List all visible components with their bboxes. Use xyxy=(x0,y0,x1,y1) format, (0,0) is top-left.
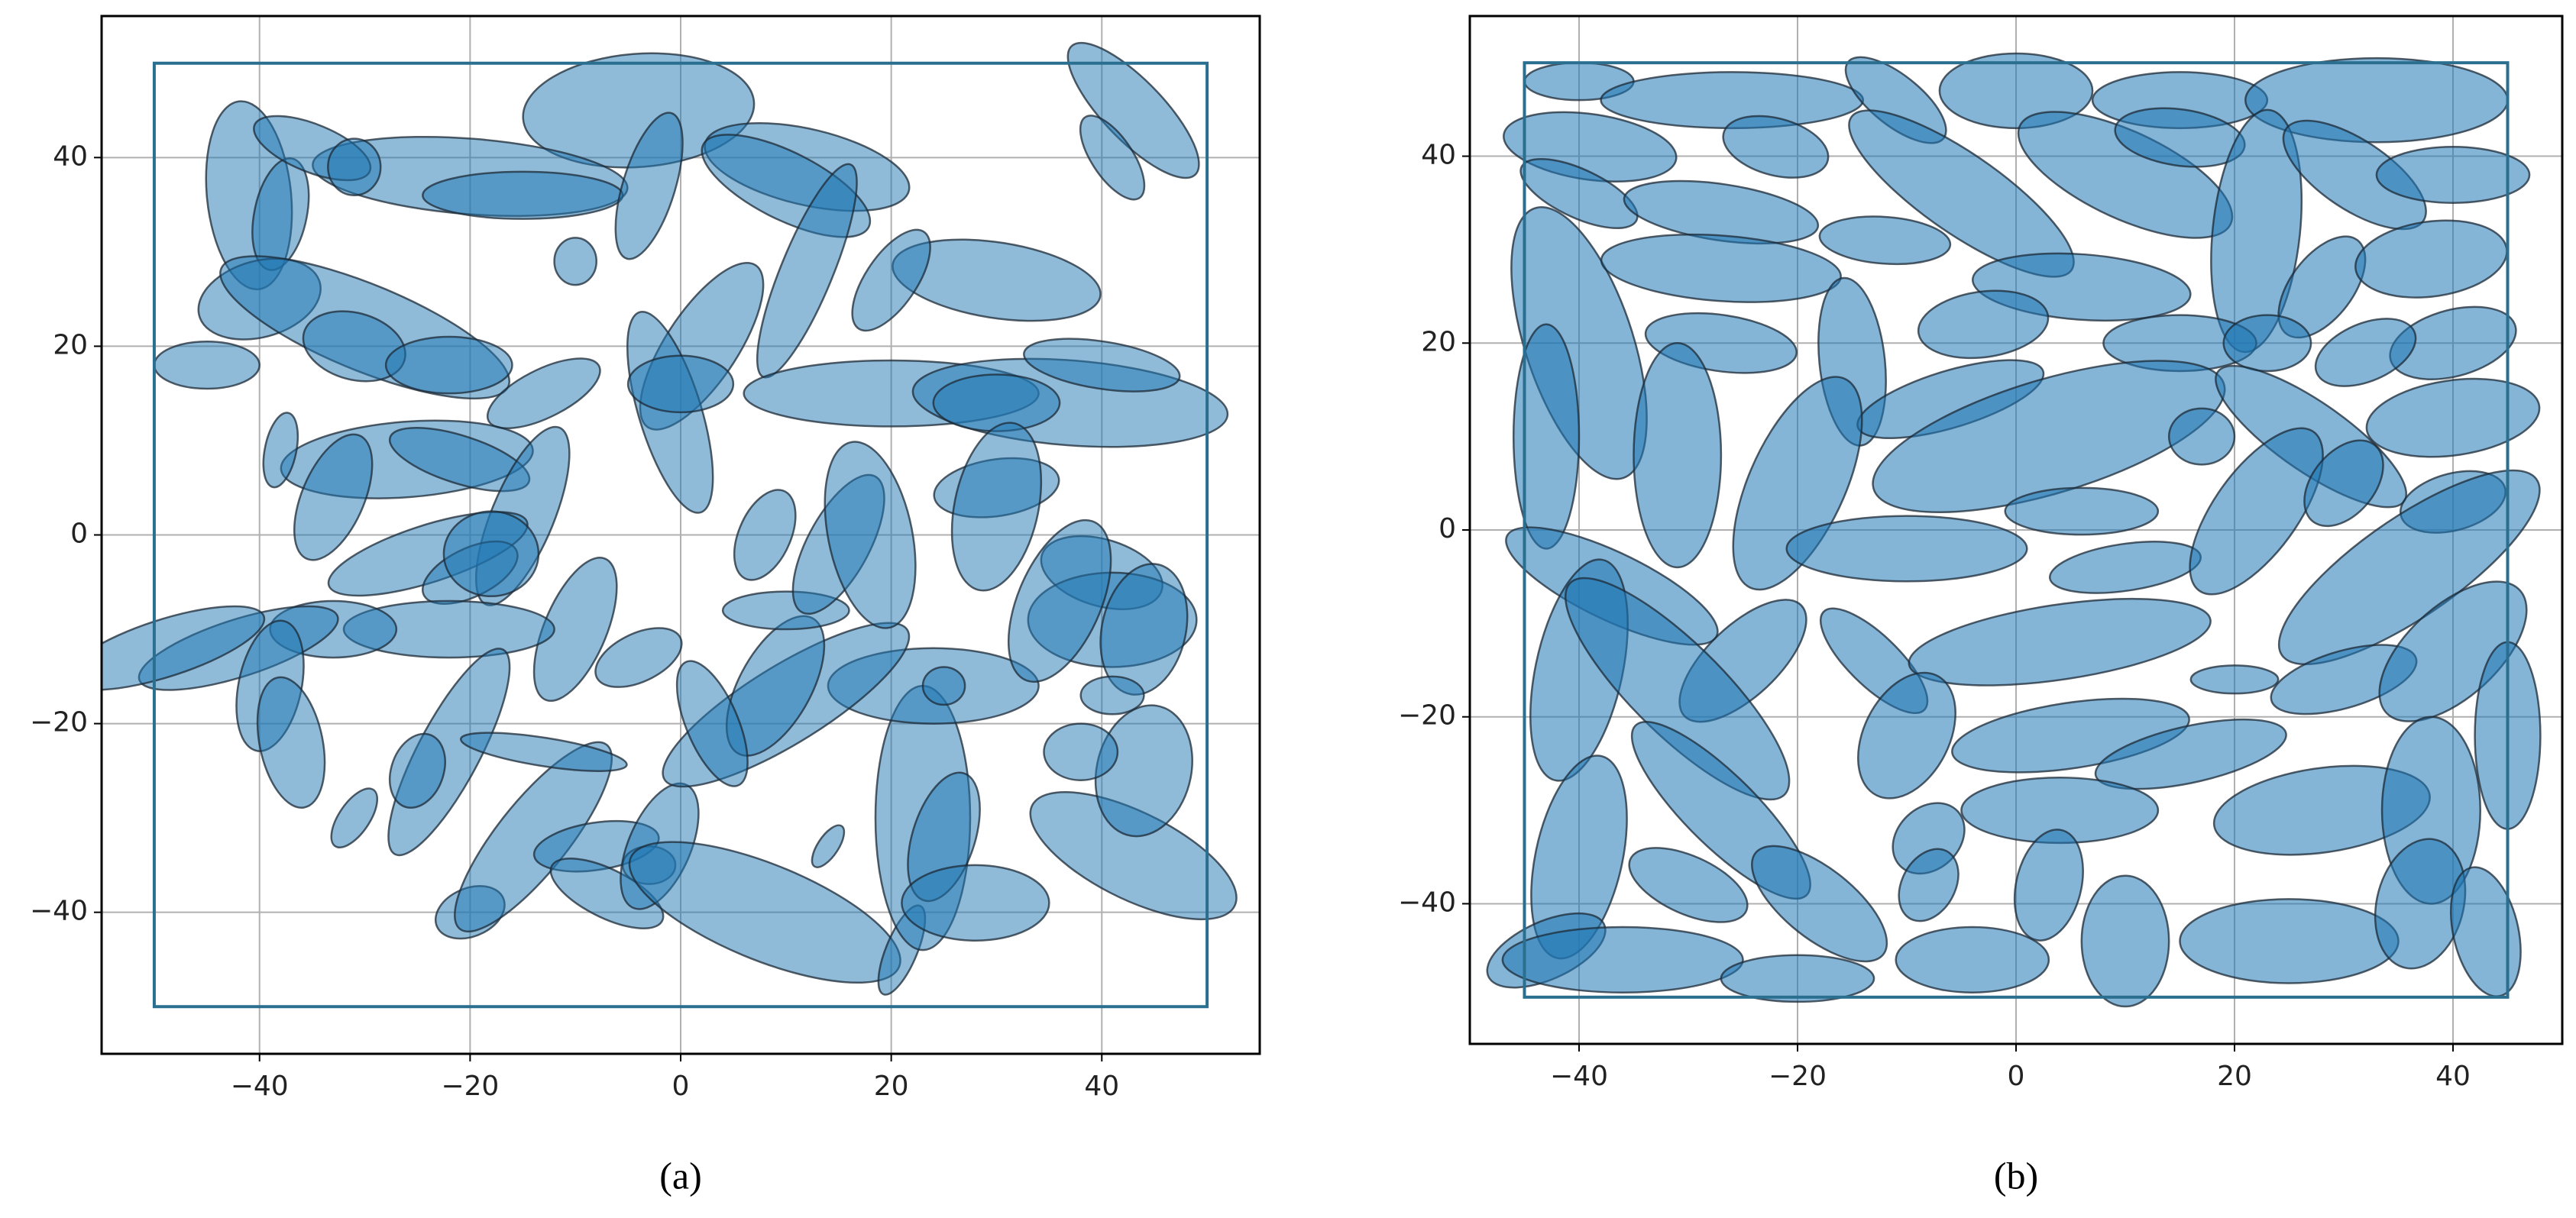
caption: (b) xyxy=(1994,1154,2038,1197)
ellipse xyxy=(1019,330,1184,401)
ellipse xyxy=(923,667,965,704)
ellipse xyxy=(584,616,693,699)
ellipse xyxy=(2082,876,2169,1006)
y-tick-label: −40 xyxy=(1398,887,1456,918)
ellipse xyxy=(2302,305,2429,400)
ellipse xyxy=(322,782,387,853)
ellipse xyxy=(328,139,380,195)
ellipse xyxy=(1634,343,1721,567)
ellipse xyxy=(811,435,930,634)
ellipse xyxy=(1912,283,2054,367)
x-tick-label: −20 xyxy=(441,1071,499,1102)
ellipse xyxy=(2169,409,2235,464)
plot-area xyxy=(102,27,1257,1011)
ellipse xyxy=(722,483,807,587)
x-tick-label: −40 xyxy=(231,1071,289,1102)
ellipse xyxy=(1817,212,1953,269)
ellipse xyxy=(1615,832,1762,937)
y-tick-label: 20 xyxy=(1421,326,1456,357)
ellipse xyxy=(444,512,539,596)
ellipse xyxy=(2005,488,2158,535)
ellipse xyxy=(602,107,697,265)
ellipse xyxy=(1503,927,1743,993)
ellipse xyxy=(476,344,612,442)
y-tick-label: −40 xyxy=(30,896,88,927)
ellipse xyxy=(1888,842,1969,929)
ellipse xyxy=(2087,706,2294,803)
caption: (a) xyxy=(659,1154,702,1197)
x-tick-label: −20 xyxy=(1769,1061,1827,1092)
data-space xyxy=(1473,44,2570,1006)
ellipse xyxy=(1081,677,1144,714)
x-tick-label: 0 xyxy=(2008,1061,2025,1092)
ellipse xyxy=(555,237,597,285)
x-tick-label: 20 xyxy=(2217,1061,2252,1092)
y-tick-label: 40 xyxy=(53,141,88,172)
ellipse xyxy=(2005,825,2092,945)
ellipse xyxy=(1601,72,1863,128)
y-tick-label: 40 xyxy=(1421,140,1456,171)
ellipse xyxy=(381,729,454,813)
subplot: −40 −20 0 20 40 −40 −20 0 20 40 (a) xyxy=(30,15,1261,1197)
ellipse xyxy=(2180,899,2399,983)
y-tick-label: −20 xyxy=(1398,700,1456,732)
ellipse xyxy=(901,865,1049,941)
ellipse xyxy=(248,673,335,813)
ellipse xyxy=(628,356,733,412)
ellipse xyxy=(422,172,623,219)
ellipse xyxy=(2288,428,2400,538)
x-tick-label: −40 xyxy=(1550,1061,1608,1092)
frame xyxy=(152,61,1209,1009)
ellipse xyxy=(2359,368,2546,467)
ellipse xyxy=(1840,661,1974,809)
frame xyxy=(1523,61,2510,999)
ellipse xyxy=(939,416,1055,596)
plot-area xyxy=(1473,44,2570,1006)
ellipse xyxy=(386,337,512,393)
x-tick-label: 0 xyxy=(672,1071,690,1102)
y-tick-label: 0 xyxy=(1438,513,1456,544)
subplot: −40 −20 0 20 40 −40 −20 0 20 40 (b) xyxy=(1398,15,2570,1197)
ellipse xyxy=(837,219,945,341)
ellipse xyxy=(1707,363,1888,603)
y-tick-label: −20 xyxy=(30,707,88,738)
ellipse xyxy=(988,509,1131,694)
ellipse xyxy=(1044,724,1117,780)
ellipse xyxy=(1509,145,1649,241)
ellipse xyxy=(1896,927,2049,993)
ellipse xyxy=(278,425,388,569)
data-space xyxy=(102,27,1257,1011)
ellipse xyxy=(257,410,303,489)
ellipse xyxy=(1730,828,1908,980)
ellipse xyxy=(2191,665,2278,693)
ellipse xyxy=(1901,583,2218,702)
ellipse xyxy=(154,341,260,389)
ellipse xyxy=(1940,53,2092,128)
ellipse xyxy=(2377,147,2529,202)
x-tick-label: 40 xyxy=(1084,1071,1119,1102)
ellipse xyxy=(1535,554,1820,823)
x-tick-label: 40 xyxy=(2435,1061,2471,1092)
ellipse xyxy=(806,821,850,871)
y-tick-label: 20 xyxy=(53,329,88,360)
ellipse xyxy=(1721,955,1874,1002)
ellipse xyxy=(934,374,1060,431)
ellipse xyxy=(458,725,629,779)
y-tick-label: 0 xyxy=(70,519,88,550)
x-tick-label: 20 xyxy=(874,1071,909,1102)
ellipse xyxy=(1598,227,1844,310)
ellipse xyxy=(1787,516,2027,582)
ellipse xyxy=(1714,105,1839,189)
ellipse xyxy=(1068,107,1157,208)
ellipse xyxy=(2164,412,2349,611)
ellipse xyxy=(2224,315,2311,371)
ellipse xyxy=(662,654,762,794)
